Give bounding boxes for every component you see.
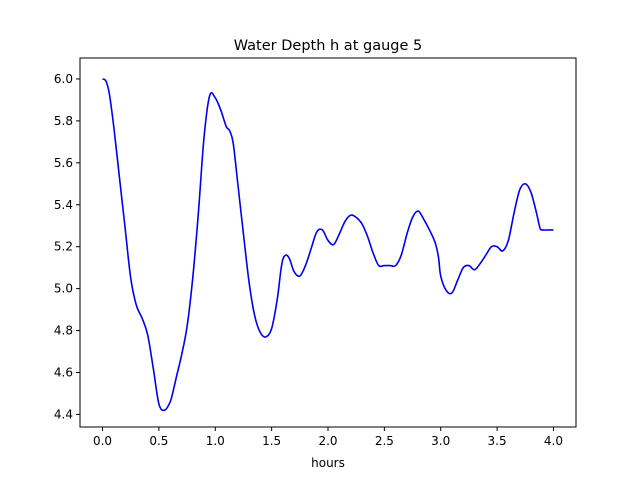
x-axis-label: hours [311,456,345,470]
y-tick-label: 6.0 [54,72,73,86]
x-tick-label: 1.0 [206,434,225,448]
x-tick-label: 3.5 [488,434,507,448]
series-layer [102,78,554,412]
y-tick-label: 4.4 [54,407,73,421]
y-tick-label: 4.8 [54,324,73,338]
y-tick-label: 5.4 [54,198,73,212]
x-tick-label: 2.5 [375,434,394,448]
y-tick-label: 5.8 [54,114,73,128]
x-tick-label: 0.0 [93,434,112,448]
series-line [102,78,554,412]
chart-title: Water Depth h at gauge 5 [234,38,422,54]
y-axis: 4.4 4.6 4.8 5.0 5.2 5.4 5.6 5.8 6.0 [54,72,80,421]
y-tick-label: 5.0 [54,282,73,296]
y-tick-label: 5.2 [54,240,73,254]
y-tick-label: 5.6 [54,156,73,170]
x-tick-label: 0.5 [149,434,168,448]
x-axis: 0.0 0.5 1.0 1.5 2.0 2.5 3.0 3.5 4.0 [93,427,563,448]
x-tick-label: 4.0 [544,434,563,448]
x-tick-label: 3.0 [431,434,450,448]
x-tick-label: 1.5 [262,434,281,448]
y-tick-label: 4.6 [54,365,73,379]
x-tick-label: 2.0 [318,434,337,448]
